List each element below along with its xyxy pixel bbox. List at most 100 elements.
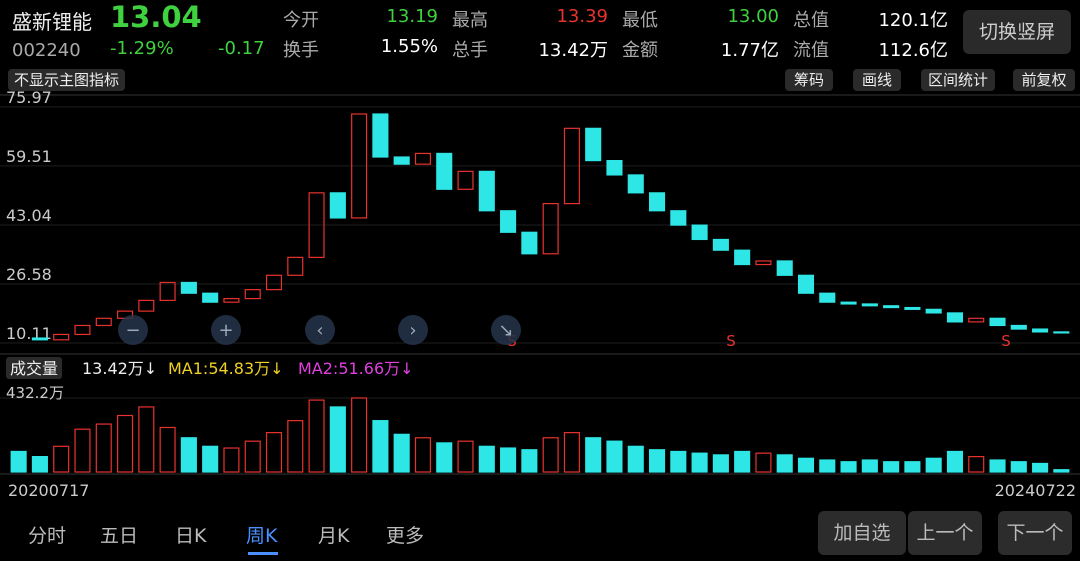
stat-value: 1.55% [380, 36, 438, 57]
candle [393, 156, 410, 165]
nav-icon [491, 315, 521, 345]
volume-bar [542, 437, 559, 473]
candle [542, 203, 559, 255]
y-tick-label: 75.97 [6, 88, 52, 107]
candle [883, 305, 900, 309]
volume-bar [74, 428, 91, 473]
volume-bar [883, 461, 900, 473]
volume-bar [287, 420, 304, 473]
candle [776, 260, 793, 276]
candle [95, 317, 112, 327]
volume-bar [457, 440, 474, 473]
volume-bar [95, 423, 112, 473]
signal: S [726, 332, 736, 350]
tab[interactable]: 五日 [100, 525, 139, 547]
candle [819, 292, 836, 303]
tab-underline [248, 552, 278, 555]
stat-label: 总手 [452, 40, 488, 61]
stat-value: 1.77亿 [720, 40, 779, 61]
action-button[interactable]: 加自选 [818, 511, 906, 555]
volume-bar [648, 449, 666, 473]
ma1-label: MA1:54.83万↓ [168, 359, 284, 378]
nav-icon: ‹ [316, 320, 323, 341]
candle [265, 274, 283, 291]
tool-button[interactable]: 画线 [853, 69, 901, 91]
tool-button[interactable]: 筹码 [785, 69, 833, 91]
change-pct: -1.29% [110, 38, 174, 59]
volume-bar [53, 445, 70, 473]
nav-icon: › [409, 320, 416, 341]
volume-bar [627, 445, 644, 473]
volume-bar [414, 437, 432, 473]
volume-bar [436, 442, 453, 473]
y-tick-label: 432.2万 [6, 384, 64, 402]
stat-value: 112.6亿 [878, 40, 948, 61]
tab[interactable]: 分时 [28, 525, 67, 547]
volume-bar [329, 406, 346, 473]
y-tick-label: 26.58 [6, 265, 52, 284]
volume-bar [819, 459, 836, 473]
candle [648, 192, 666, 212]
end-date: 20240722 [995, 481, 1076, 500]
volume-bar [351, 397, 368, 473]
candle [563, 127, 580, 205]
stat-value: 13.39 [556, 6, 608, 27]
candle [627, 174, 644, 194]
tab[interactable]: 更多 [386, 525, 425, 547]
volume-bar [989, 459, 1006, 473]
candle [734, 249, 751, 266]
tab[interactable]: 周K [246, 525, 278, 547]
volume-bar [712, 454, 729, 473]
candle [755, 260, 772, 266]
volume-bar [223, 447, 240, 473]
candle [606, 159, 623, 176]
stat-label: 总值 [793, 10, 829, 31]
stat-label: 流值 [793, 40, 829, 61]
volume-bar [372, 420, 389, 473]
nav-icon [211, 315, 241, 345]
volume-bar [500, 447, 517, 473]
indicator-select[interactable]: 不显示主图指标 [8, 69, 126, 91]
orientation-button[interactable]: 切换竖屏 [963, 10, 1071, 54]
tab[interactable]: 月K [318, 525, 350, 547]
stat-label: 最低 [622, 10, 658, 31]
volume-bar [840, 461, 857, 473]
candle [585, 127, 602, 162]
candle [1010, 324, 1027, 330]
candle [1032, 328, 1049, 333]
stat-label: 今开 [283, 10, 319, 31]
volume-bar [563, 432, 580, 473]
volume-bar [478, 445, 495, 473]
candle [180, 281, 197, 294]
tool-button[interactable]: 前复权 [1013, 69, 1075, 91]
candle [329, 192, 346, 219]
nav-icon [398, 315, 428, 345]
candle [414, 152, 432, 165]
volume-bar [265, 432, 283, 473]
volume-select [6, 357, 62, 379]
candle [436, 152, 453, 190]
action-button[interactable]: 上一个 [908, 511, 982, 555]
candle [1053, 331, 1070, 334]
volume-bar [925, 457, 942, 473]
nav-icon [305, 315, 335, 345]
volume-bar [116, 414, 134, 473]
candle [244, 289, 261, 300]
volume-bar [691, 452, 708, 473]
candle [500, 210, 517, 233]
candle [159, 281, 176, 301]
volume-bar [521, 449, 538, 473]
tool-button[interactable]: 区间统计 [921, 69, 995, 91]
candle [351, 113, 368, 219]
volume-bar [393, 433, 410, 473]
volume-bar [606, 440, 623, 473]
candle [372, 113, 389, 158]
stat-value: 13.19 [386, 6, 438, 27]
volume-bar [1032, 462, 1049, 473]
action-button[interactable]: 下一个 [998, 511, 1072, 555]
volume-bar [968, 455, 985, 473]
tab[interactable]: 日K [175, 525, 207, 547]
volume-bar [670, 450, 687, 473]
volume-bar [1053, 469, 1070, 473]
